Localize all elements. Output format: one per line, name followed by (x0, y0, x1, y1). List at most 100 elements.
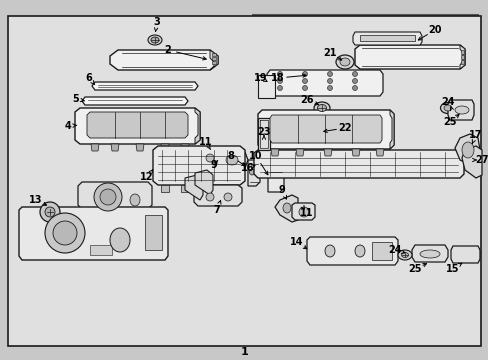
Polygon shape (194, 185, 242, 206)
Circle shape (277, 85, 282, 90)
Polygon shape (258, 118, 269, 150)
Ellipse shape (224, 193, 231, 201)
Circle shape (100, 189, 116, 205)
Text: 1: 1 (241, 347, 248, 357)
Text: 16: 16 (241, 163, 254, 173)
Ellipse shape (283, 203, 290, 213)
Polygon shape (205, 185, 214, 192)
Polygon shape (352, 32, 421, 45)
Polygon shape (270, 149, 279, 156)
Polygon shape (136, 144, 143, 151)
Polygon shape (145, 215, 162, 250)
Ellipse shape (225, 155, 238, 165)
Polygon shape (389, 110, 393, 149)
Ellipse shape (397, 250, 411, 260)
Polygon shape (375, 149, 383, 156)
Circle shape (302, 72, 307, 77)
Ellipse shape (110, 228, 130, 252)
Polygon shape (212, 57, 216, 60)
Ellipse shape (249, 169, 254, 175)
Polygon shape (324, 149, 331, 156)
Ellipse shape (298, 207, 308, 217)
Ellipse shape (461, 142, 473, 158)
Text: 13: 13 (29, 195, 42, 205)
Polygon shape (215, 152, 247, 168)
Ellipse shape (205, 154, 214, 162)
Polygon shape (460, 50, 463, 54)
Polygon shape (184, 175, 203, 200)
Text: 18: 18 (271, 73, 284, 83)
Text: 22: 22 (338, 123, 351, 133)
Text: 17: 17 (468, 130, 482, 140)
Circle shape (94, 183, 122, 211)
Circle shape (45, 207, 55, 217)
Polygon shape (450, 246, 479, 263)
Polygon shape (460, 55, 463, 59)
Polygon shape (195, 170, 213, 195)
Ellipse shape (325, 245, 334, 257)
Text: 26: 26 (300, 95, 313, 105)
Polygon shape (19, 207, 168, 260)
Ellipse shape (205, 193, 214, 201)
Polygon shape (274, 195, 297, 222)
Polygon shape (209, 50, 218, 70)
Polygon shape (161, 144, 169, 151)
Bar (371, 242, 391, 260)
Polygon shape (295, 149, 304, 156)
Text: 12: 12 (140, 172, 153, 182)
Polygon shape (460, 60, 463, 64)
Text: 7: 7 (213, 205, 220, 215)
Text: 6: 6 (85, 73, 92, 83)
Text: 27: 27 (474, 155, 488, 165)
Polygon shape (354, 45, 464, 69)
Text: 11: 11 (300, 208, 313, 218)
Polygon shape (247, 160, 260, 186)
Ellipse shape (419, 250, 439, 258)
Circle shape (327, 85, 332, 90)
Circle shape (302, 85, 307, 90)
Circle shape (352, 72, 357, 77)
Circle shape (277, 78, 282, 84)
Polygon shape (82, 97, 187, 105)
Text: 3: 3 (153, 17, 160, 27)
Polygon shape (90, 245, 112, 255)
Polygon shape (181, 185, 189, 192)
Ellipse shape (354, 245, 364, 257)
Polygon shape (359, 35, 414, 41)
Circle shape (40, 202, 60, 222)
Ellipse shape (443, 105, 451, 111)
Text: 14: 14 (290, 237, 303, 247)
Ellipse shape (454, 106, 468, 114)
Text: 20: 20 (427, 25, 441, 35)
Circle shape (352, 85, 357, 90)
Ellipse shape (313, 102, 329, 114)
Polygon shape (78, 182, 152, 209)
Text: 19: 19 (254, 73, 267, 83)
Polygon shape (75, 108, 200, 144)
Text: 21: 21 (323, 48, 336, 58)
Text: 9: 9 (210, 160, 217, 170)
Polygon shape (306, 237, 397, 265)
Circle shape (327, 78, 332, 84)
Polygon shape (266, 70, 382, 96)
Polygon shape (291, 203, 314, 220)
Text: 11: 11 (199, 137, 212, 147)
Text: 24: 24 (440, 97, 454, 107)
Polygon shape (87, 112, 187, 138)
Polygon shape (253, 150, 463, 178)
Polygon shape (258, 75, 274, 98)
Bar (252, 15, 477, 200)
Polygon shape (92, 82, 198, 90)
Polygon shape (212, 61, 216, 64)
Text: 9: 9 (278, 185, 285, 195)
Ellipse shape (335, 55, 353, 69)
Polygon shape (459, 45, 464, 69)
Polygon shape (411, 245, 447, 262)
Text: 2: 2 (164, 45, 171, 55)
Polygon shape (269, 115, 381, 143)
Polygon shape (267, 168, 284, 192)
Polygon shape (201, 150, 220, 166)
Circle shape (45, 213, 85, 253)
Polygon shape (454, 134, 479, 165)
Polygon shape (91, 144, 99, 151)
